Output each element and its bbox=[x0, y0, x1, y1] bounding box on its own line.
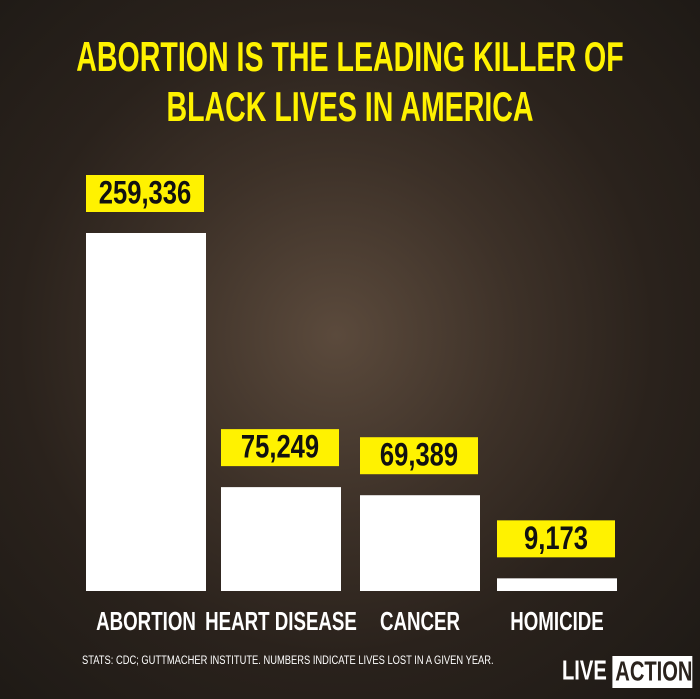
bar bbox=[497, 578, 617, 591]
logo: LIVE ACTION bbox=[562, 655, 692, 688]
x-tick-label: CANCER bbox=[380, 606, 460, 636]
x-tick-label-group: CANCER bbox=[380, 606, 460, 636]
footnote-group: STATS: CDC; GUTTMACHER INSTITUTE. NUMBER… bbox=[82, 654, 494, 667]
x-tick-label: HEART DISEASE bbox=[205, 606, 357, 636]
x-tick-label: ABORTION bbox=[96, 606, 196, 636]
chart-title: ABORTION IS THE LEADING KILLER OF BLACK … bbox=[76, 33, 624, 130]
footnote: STATS: CDC; GUTTMACHER INSTITUTE. NUMBER… bbox=[82, 654, 494, 667]
x-tick-label-group: ABORTION bbox=[96, 606, 196, 636]
value-label-box bbox=[360, 437, 478, 475]
value-label-group: 259,336 bbox=[99, 176, 192, 211]
value-label-group: 69,389 bbox=[380, 438, 458, 473]
bar bbox=[221, 487, 341, 591]
logo-text: ACTION bbox=[615, 656, 692, 687]
value-label-box bbox=[221, 429, 339, 467]
bar bbox=[86, 233, 206, 591]
value-label: 259,336 bbox=[99, 176, 192, 211]
x-tick-label-group: HOMICIDE bbox=[510, 606, 604, 636]
x-tick-label: HOMICIDE bbox=[510, 606, 604, 636]
value-label-group: 75,249 bbox=[241, 430, 319, 465]
value-label: 69,389 bbox=[380, 438, 458, 473]
bar bbox=[360, 495, 480, 591]
logo-text: LIVE bbox=[562, 655, 607, 686]
x-tick-label-group: HEART DISEASE bbox=[205, 606, 357, 636]
value-label-group: 9,173 bbox=[524, 521, 588, 556]
value-label-box bbox=[497, 520, 615, 558]
value-label: 9,173 bbox=[524, 521, 588, 556]
value-label: 75,249 bbox=[241, 430, 319, 465]
value-label-box bbox=[86, 175, 204, 212]
logo-box bbox=[612, 656, 693, 688]
